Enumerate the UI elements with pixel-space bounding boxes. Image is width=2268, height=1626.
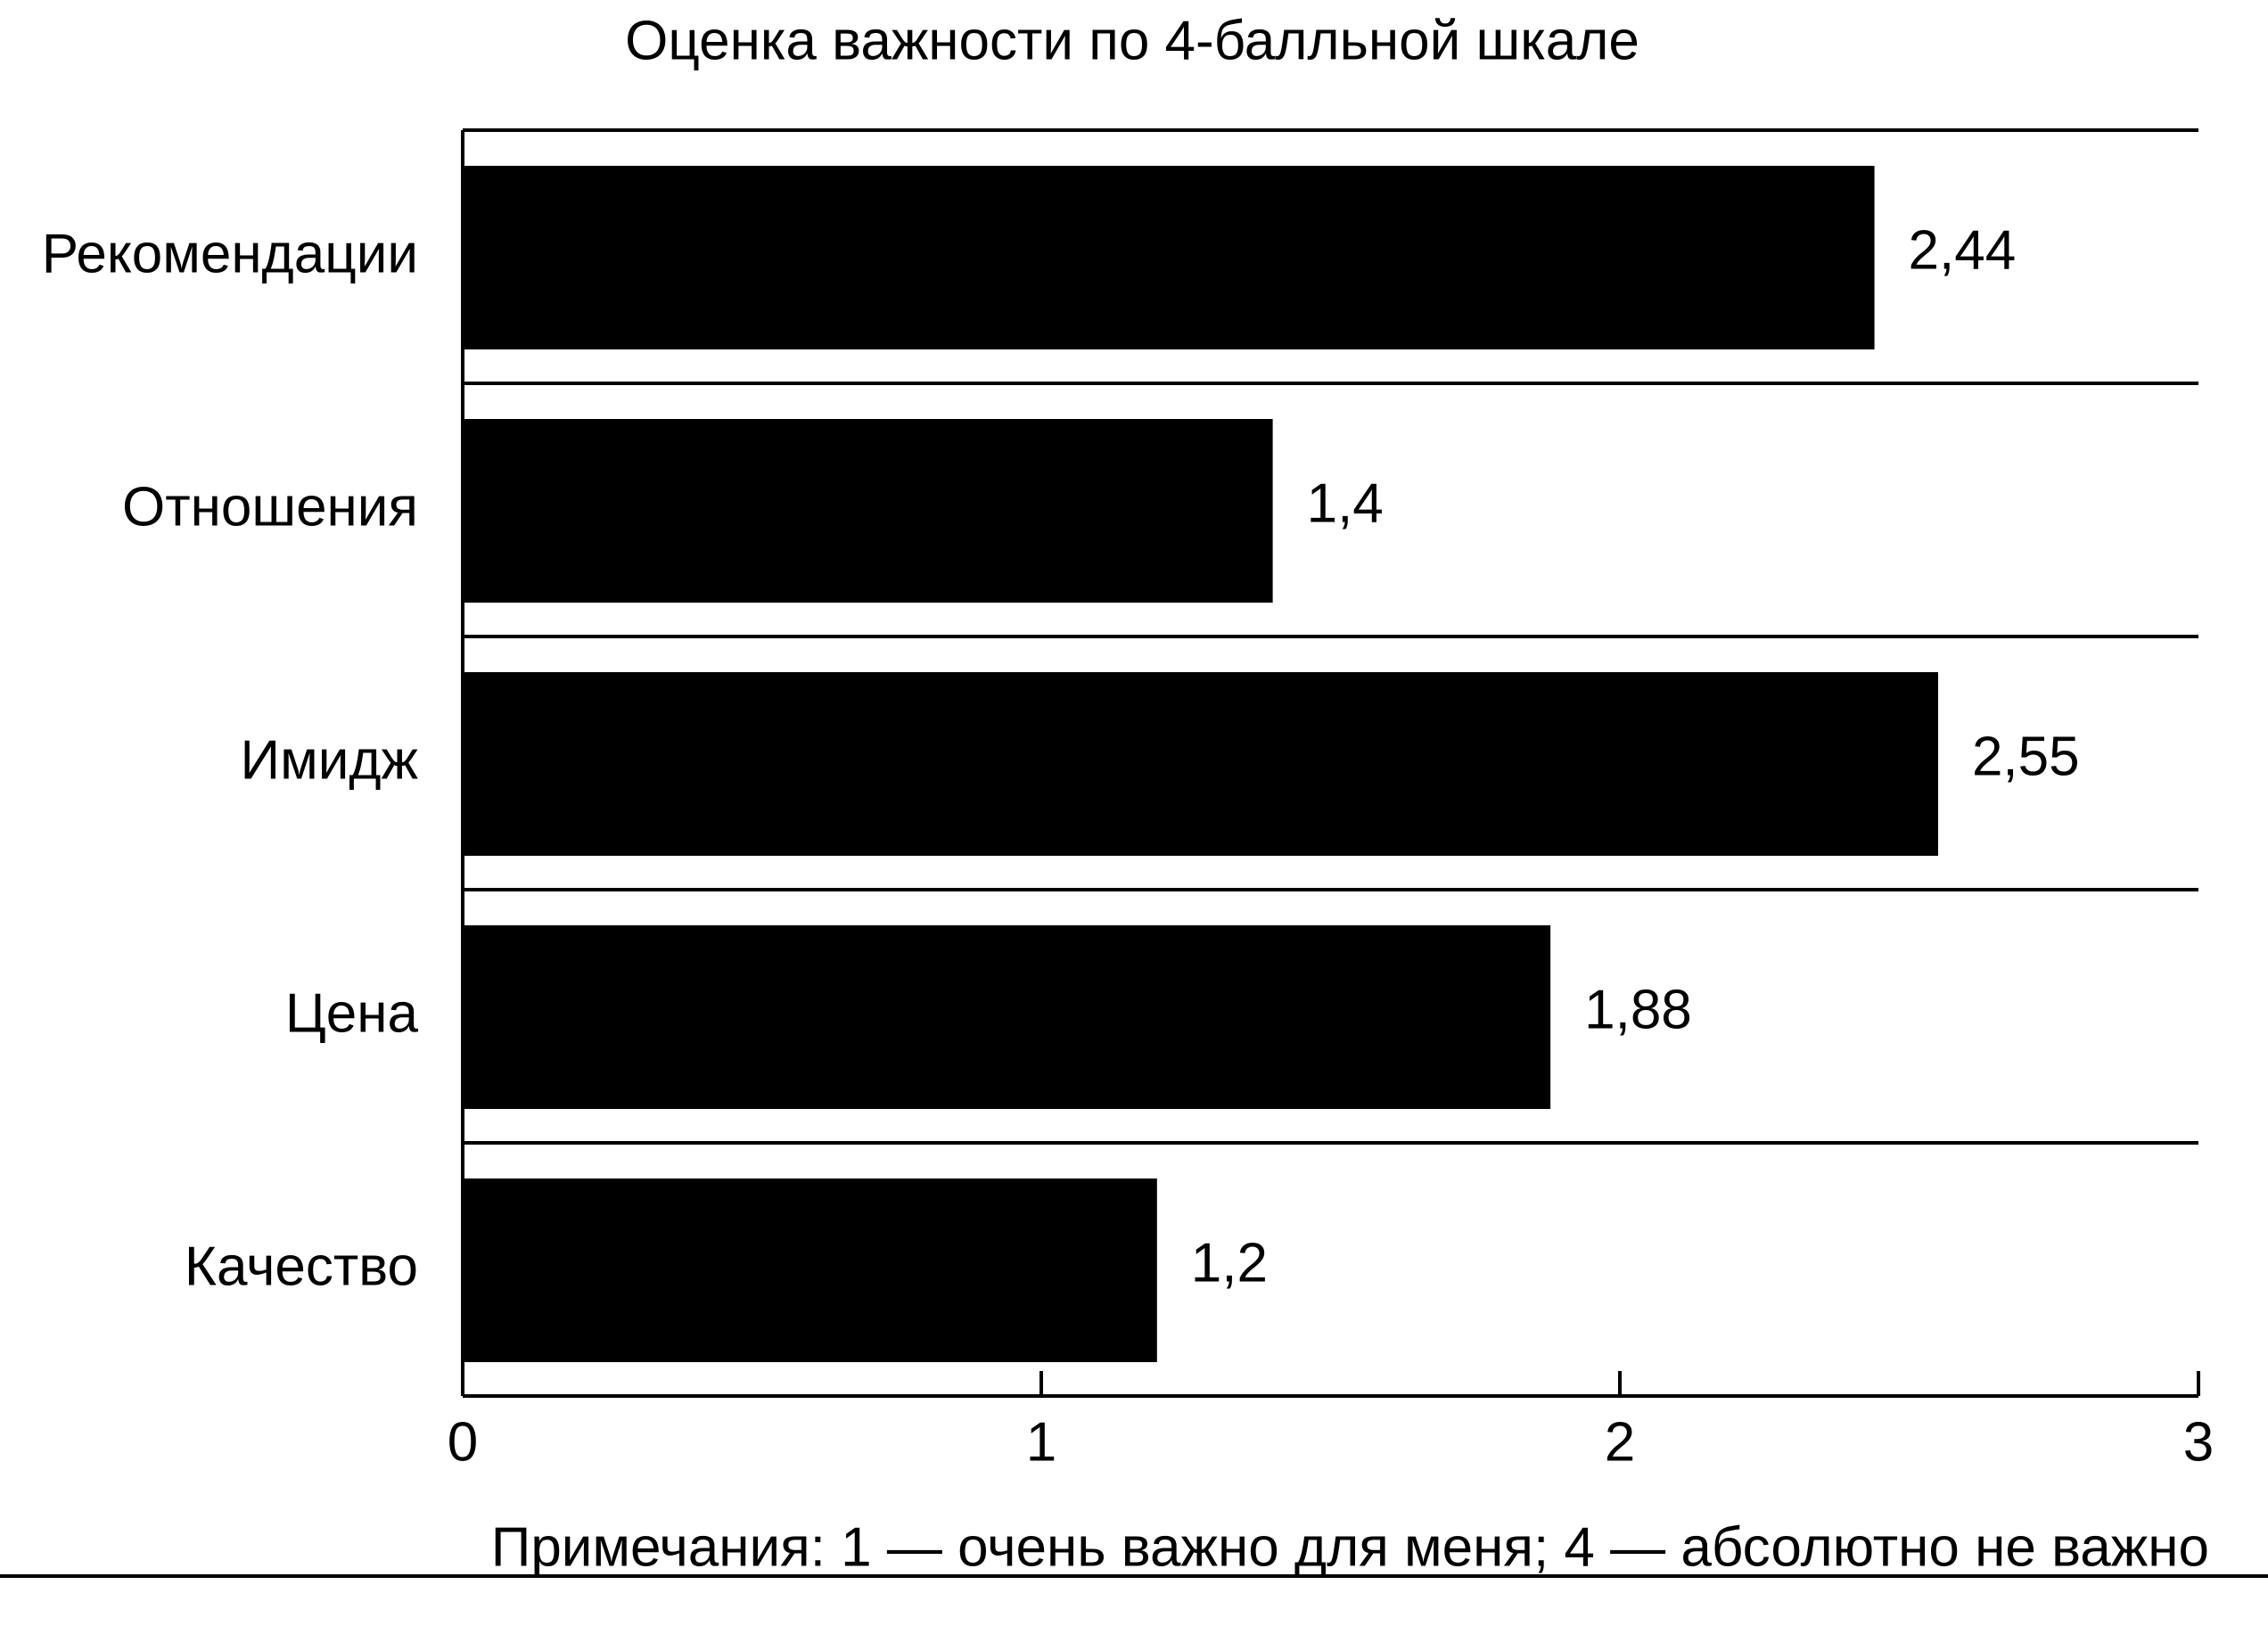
bar bbox=[463, 1178, 1157, 1362]
chart-note: Примечания: 1 — очень важно для меня; 4 … bbox=[491, 1516, 2209, 1578]
y-tick-label: Рекомендации bbox=[42, 223, 418, 284]
value-label: 2,44 bbox=[1909, 219, 2017, 281]
y-tick-label: Качество bbox=[185, 1236, 418, 1297]
value-label: 2,55 bbox=[1972, 726, 2080, 787]
x-tick-label: 2 bbox=[1605, 1411, 1635, 1473]
y-tick-label: Имидж bbox=[241, 729, 419, 791]
y-tick-label: Цена bbox=[285, 982, 419, 1044]
value-label: 1,2 bbox=[1191, 1232, 1268, 1293]
chart-title: Оценка важности по 4-балльной шкале bbox=[625, 10, 1639, 71]
value-label: 1,88 bbox=[1584, 979, 1692, 1040]
x-tick-label: 0 bbox=[448, 1411, 478, 1473]
bar bbox=[463, 672, 1938, 856]
value-label: 1,4 bbox=[1307, 472, 1384, 534]
bar bbox=[463, 166, 1875, 349]
bar bbox=[463, 419, 1273, 603]
x-tick-label: 3 bbox=[2183, 1411, 2214, 1473]
x-tick-label: 1 bbox=[1026, 1411, 1056, 1473]
y-tick-label: Отношения bbox=[122, 476, 418, 538]
bar bbox=[463, 925, 1551, 1109]
